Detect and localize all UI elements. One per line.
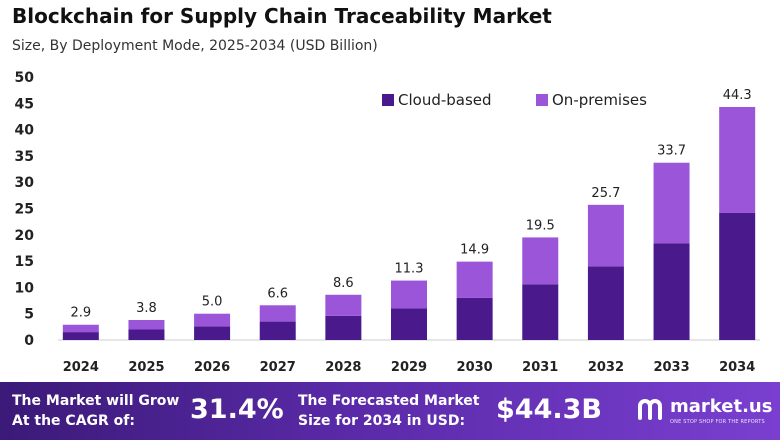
bar-on-premises: [522, 237, 559, 285]
y-tick-label: 25: [15, 202, 34, 218]
cagr-value: 31.4%: [190, 394, 284, 425]
market-us-logo-icon: [638, 399, 662, 420]
x-tick-label: 2034: [719, 360, 755, 375]
brand-name: market.us: [670, 396, 773, 417]
legend-label: On-premises: [552, 91, 647, 109]
forecast-label-line2: Size for 2034 in USD:: [298, 413, 466, 429]
bar-cloud-based: [325, 315, 362, 340]
bar-on-premises: [653, 162, 690, 244]
cagr-label-line2: At the CAGR of:: [12, 413, 135, 429]
x-tick-label: 2028: [325, 360, 361, 375]
cagr-label-line1: The Market will Grow: [12, 393, 180, 409]
x-tick-label: 2027: [260, 360, 296, 375]
y-tick-label: 50: [15, 70, 35, 86]
cagr-label: The Market will Grow At the CAGR of:: [12, 391, 179, 431]
data-label-total: 19.5: [526, 218, 555, 233]
data-label-total: 3.8: [136, 301, 157, 316]
legend-label: Cloud-based: [398, 91, 492, 109]
y-tick-label: 45: [15, 96, 34, 112]
x-tick-label: 2029: [391, 360, 427, 375]
stacked-bar-chart: 051015202530354045502.920243.820255.0202…: [15, 70, 760, 375]
x-tick-label: 2033: [653, 360, 689, 375]
legend-swatch: [536, 94, 548, 106]
data-label-total: 44.3: [723, 88, 752, 103]
bar-on-premises: [194, 313, 231, 327]
data-label-total: 14.9: [460, 243, 489, 258]
x-tick-label: 2032: [588, 360, 624, 375]
bar-on-premises: [587, 204, 624, 267]
y-tick-label: 0: [24, 333, 34, 349]
chart-title: Blockchain for Supply Chain Traceability…: [12, 4, 552, 28]
bar-cloud-based: [391, 308, 427, 340]
x-tick-label: 2031: [522, 360, 558, 375]
bar-cloud-based: [128, 329, 165, 340]
footer-banner: The Market will Grow At the CAGR of: 31.…: [0, 382, 780, 440]
y-tick-label: 40: [15, 123, 35, 139]
bar-cloud-based: [62, 332, 99, 340]
bar-cloud-based: [194, 326, 231, 340]
bar-cloud-based: [587, 266, 624, 340]
data-label-total: 11.3: [395, 262, 424, 277]
forecast-label-line1: The Forecasted Market: [298, 393, 480, 409]
data-label-total: 6.6: [267, 286, 288, 301]
y-tick-label: 30: [15, 175, 35, 191]
x-tick-label: 2024: [63, 360, 99, 375]
forecast-value: $44.3B: [496, 394, 602, 425]
bar-on-premises: [62, 324, 99, 333]
legend-swatch: [382, 94, 394, 106]
data-label-total: 25.7: [591, 186, 620, 201]
bar-on-premises: [456, 261, 493, 298]
bar-cloud-based: [719, 212, 756, 340]
x-tick-label: 2026: [194, 360, 230, 375]
x-tick-label: 2030: [457, 360, 493, 375]
data-label-total: 5.0: [202, 295, 223, 310]
y-tick-label: 5: [24, 307, 34, 323]
chart-subtitle: Size, By Deployment Mode, 2025-2034 (USD…: [12, 38, 378, 54]
bar-cloud-based: [259, 321, 296, 340]
y-tick-label: 35: [15, 149, 34, 165]
bar-cloud-based: [522, 284, 559, 340]
bar-on-premises: [391, 280, 427, 309]
bar-on-premises: [128, 320, 165, 330]
forecast-label: The Forecasted Market Size for 2034 in U…: [298, 391, 479, 431]
x-tick-label: 2025: [128, 360, 164, 375]
bar-cloud-based: [456, 297, 493, 340]
bar-on-premises: [259, 305, 296, 322]
y-tick-label: 15: [15, 254, 34, 270]
brand-tagline: ONE STOP SHOP FOR THE REPORTS: [670, 419, 765, 425]
y-tick-label: 20: [15, 228, 35, 244]
bar-on-premises: [325, 294, 362, 316]
bar-cloud-based: [653, 243, 690, 340]
y-tick-label: 10: [15, 280, 35, 296]
data-label-total: 8.6: [333, 276, 354, 291]
bar-on-premises: [719, 106, 756, 213]
data-label-total: 2.9: [70, 306, 91, 321]
data-label-total: 33.7: [657, 144, 686, 159]
